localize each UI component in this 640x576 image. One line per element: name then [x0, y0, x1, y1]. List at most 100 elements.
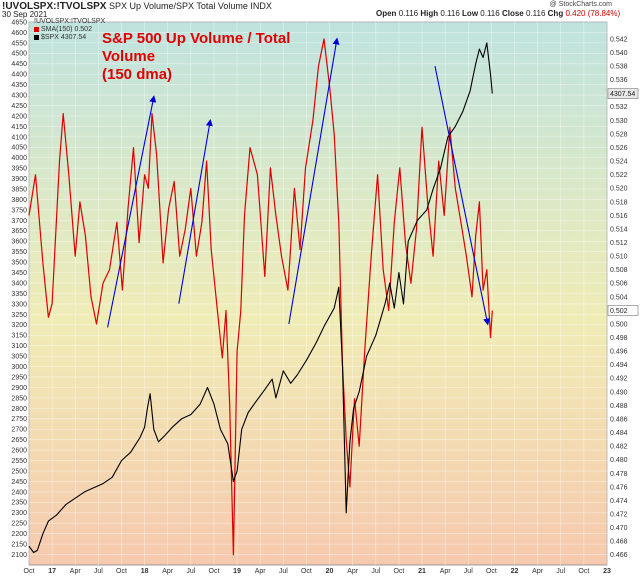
x-tick-label: Jul	[186, 568, 195, 575]
x-axis: Oct 17 Apr Jul Oct 18 Apr Jul Oct 19 Apr Jul Oct 20 Ap…	[24, 568, 611, 575]
right-tick-label: 0.512	[610, 240, 628, 247]
left-tick-label: 2350	[11, 500, 27, 507]
high-value: 0.116	[440, 9, 460, 18]
right-tick-label: 0.466	[610, 552, 628, 559]
left-tick-label: 3700	[11, 218, 27, 225]
grid-lines	[28, 21, 608, 565]
left-tick-label: 2550	[11, 458, 27, 465]
left-tick-label: 2850	[11, 395, 27, 402]
x-tick-label: 20	[326, 568, 334, 575]
right-tick-label: 0.492	[610, 376, 628, 383]
left-tick-label: 4150	[11, 124, 27, 131]
left-tick-label: 2750	[11, 416, 27, 423]
left-tick-label: 4300	[11, 92, 27, 99]
left-tick-label: 2100	[11, 552, 27, 559]
spx-badge-label: 4307.54	[610, 91, 635, 98]
right-tick-label: 0.506	[610, 281, 628, 288]
trend-arrow	[434, 66, 491, 326]
trend-arrow	[107, 95, 157, 328]
x-tick-label: Jul	[94, 568, 103, 575]
left-tick-label: 4650	[11, 19, 27, 26]
right-tick-label: 0.488	[610, 403, 628, 410]
right-tick-label: 0.486	[610, 416, 628, 423]
right-tick-label: 0.478	[610, 471, 628, 478]
legend-symbol: !UVOLSPX:!TVOLSPX	[34, 18, 106, 25]
x-tick-label: Oct	[486, 568, 497, 575]
sma-badge	[607, 305, 639, 316]
x-tick-label: Oct	[393, 568, 404, 575]
left-tick-label: 2950	[11, 374, 27, 381]
spx-badge	[607, 88, 639, 99]
left-tick-label: 3800	[11, 197, 27, 204]
right-tick-label: 0.536	[610, 77, 628, 84]
x-tick-label: 17	[48, 568, 56, 575]
left-tick-label: 2600	[11, 448, 27, 455]
left-tick-label: 3350	[11, 291, 27, 298]
legend-spx-swatch	[34, 34, 39, 40]
right-tick-label: 0.516	[610, 213, 628, 220]
right-tick-label: 0.518	[610, 199, 628, 206]
right-tick-label: 0.468	[610, 539, 628, 546]
x-tick-label: Apr	[70, 568, 82, 575]
x-tick-label: Oct	[578, 568, 589, 575]
chart-annotation: S&P 500 Up Volume / Total Volume (150 dm…	[102, 30, 312, 84]
close-value: 0.116	[525, 9, 546, 18]
open-label: Open	[376, 9, 397, 18]
right-tick-label: 0.472	[610, 511, 628, 518]
x-tick-label: 23	[603, 568, 611, 575]
chart-symbol: !UVOLSPX:!TVOLSPX	[2, 1, 107, 12]
trend-arrow	[288, 37, 340, 325]
right-tick-label: 0.496	[610, 349, 628, 356]
trend-arrow	[178, 118, 213, 304]
x-tick-label: Oct	[209, 568, 220, 575]
right-tick-label: 0.528	[610, 131, 628, 138]
x-tick-label: Oct	[24, 568, 35, 575]
close-label: Close	[501, 9, 524, 18]
left-tick-label: 3100	[11, 343, 27, 350]
right-tick-label: 0.500	[610, 321, 628, 328]
legend-spx-label: $SPX 4307.54	[41, 34, 87, 41]
left-tick-label: 4350	[11, 82, 27, 89]
spx-line	[28, 42, 493, 554]
left-tick-label: 2200	[11, 531, 27, 538]
x-tick-label: Jul	[279, 568, 288, 575]
chart-symbol-line: !UVOLSPX:!TVOLSPX SPX Up Volume/SPX Tota…	[2, 1, 272, 12]
x-tick-label: Jul	[556, 568, 565, 575]
left-tick-label: 3650	[11, 228, 27, 235]
chart-date: 30 Sep 2021	[2, 10, 48, 19]
right-tick-label: 0.498	[610, 335, 628, 342]
ohlc-line: Open 0.116 High 0.116 Low 0.116 Close 0.…	[376, 9, 620, 18]
stockcharts-watermark: @ StockCharts.com	[549, 1, 612, 8]
right-tick-label: 0.520	[610, 186, 628, 193]
left-tick-label: 4250	[11, 103, 27, 110]
left-tick-label: 2500	[11, 468, 27, 475]
value-badges: 4307.54 0.502	[607, 88, 639, 316]
left-tick-label: 3850	[11, 186, 27, 193]
x-tick-label: Jul	[464, 568, 473, 575]
x-tick-label: Jul	[371, 568, 380, 575]
annotation-line-3: (150 dma)	[102, 66, 173, 83]
right-tick-label: 0.524	[610, 159, 628, 166]
legend-sma-swatch	[34, 26, 39, 32]
left-tick-label: 3000	[11, 364, 27, 371]
right-tick-label: 0.542	[610, 36, 628, 43]
x-tick-label: 19	[233, 568, 241, 575]
right-tick-label: 0.540	[610, 50, 628, 57]
right-tick-label: 0.526	[610, 145, 628, 152]
legend-spx: $SPX 4307.54	[34, 34, 105, 42]
left-tick-label: 4400	[11, 72, 27, 79]
left-tick-label: 2300	[11, 510, 27, 517]
left-tick-label: 3550	[11, 249, 27, 256]
x-tick-label: Apr	[255, 568, 267, 575]
low-value: 0.116	[480, 9, 500, 18]
right-tick-label: 0.514	[610, 226, 628, 233]
left-tick-label: 2400	[11, 489, 27, 496]
series-layer	[28, 38, 493, 556]
legend-sma: SMA(150) 0.502	[34, 26, 105, 34]
x-tick-label: Oct	[116, 568, 127, 575]
chg-value: 0.420 (78.84%)	[565, 9, 621, 18]
left-tick-label: 4100	[11, 134, 27, 141]
left-tick-label: 3900	[11, 176, 27, 183]
right-tick-label: 0.510	[610, 254, 628, 261]
left-tick-label: 3150	[11, 333, 27, 340]
